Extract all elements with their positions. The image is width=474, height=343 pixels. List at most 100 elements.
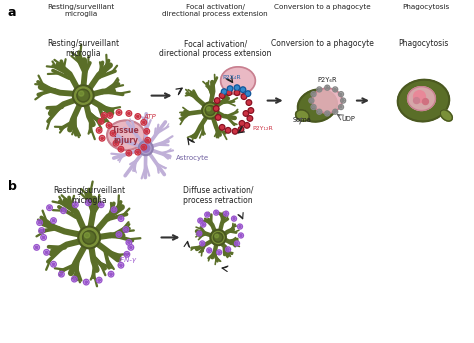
Ellipse shape: [408, 87, 436, 110]
Text: Soma: Soma: [292, 117, 311, 123]
Circle shape: [233, 217, 235, 220]
Circle shape: [101, 137, 103, 140]
Ellipse shape: [296, 110, 309, 121]
Circle shape: [42, 236, 45, 239]
Circle shape: [234, 130, 237, 133]
Circle shape: [246, 92, 249, 95]
Ellipse shape: [304, 108, 314, 115]
Circle shape: [112, 132, 114, 134]
Circle shape: [128, 241, 130, 244]
Circle shape: [247, 101, 250, 104]
Circle shape: [312, 106, 315, 108]
Circle shape: [201, 242, 203, 245]
Circle shape: [206, 214, 209, 216]
Ellipse shape: [312, 88, 342, 113]
Circle shape: [232, 129, 238, 134]
Circle shape: [202, 223, 204, 226]
Circle shape: [46, 251, 48, 253]
Circle shape: [139, 141, 153, 155]
Circle shape: [238, 127, 244, 132]
Circle shape: [137, 115, 139, 118]
Circle shape: [142, 144, 150, 152]
Circle shape: [73, 278, 75, 280]
Circle shape: [215, 234, 219, 238]
Circle shape: [236, 86, 238, 89]
Circle shape: [213, 106, 219, 111]
Circle shape: [221, 89, 227, 94]
Circle shape: [245, 112, 247, 115]
Text: Resting/surveillant
microglia: Resting/surveillant microglia: [47, 39, 119, 58]
Circle shape: [98, 279, 100, 281]
Circle shape: [227, 248, 229, 250]
Circle shape: [226, 90, 232, 95]
Text: UDP: UDP: [341, 116, 355, 122]
Circle shape: [137, 151, 139, 153]
Circle shape: [213, 233, 223, 242]
Circle shape: [241, 94, 247, 99]
Circle shape: [227, 86, 233, 92]
Circle shape: [342, 99, 344, 102]
Text: Conversion to a phagocyte: Conversion to a phagocyte: [271, 39, 374, 48]
Circle shape: [120, 217, 122, 220]
Text: Resting/surveillant
microglia: Resting/surveillant microglia: [48, 4, 115, 17]
Circle shape: [125, 228, 127, 231]
Circle shape: [108, 124, 110, 127]
Circle shape: [241, 88, 245, 91]
Circle shape: [120, 264, 122, 267]
Circle shape: [334, 88, 337, 91]
Circle shape: [198, 232, 201, 235]
Circle shape: [326, 86, 328, 89]
Circle shape: [225, 213, 227, 215]
Text: IFN-γ: IFN-γ: [119, 257, 137, 263]
Circle shape: [413, 98, 419, 104]
Circle shape: [74, 203, 77, 206]
Circle shape: [62, 210, 64, 212]
Text: Phagocytosis: Phagocytosis: [398, 39, 449, 48]
Text: Phagocytosis: Phagocytosis: [402, 4, 449, 10]
Circle shape: [220, 126, 224, 129]
Circle shape: [234, 90, 240, 95]
Circle shape: [239, 121, 245, 126]
Circle shape: [126, 253, 128, 256]
Circle shape: [87, 201, 90, 204]
Circle shape: [247, 116, 253, 121]
Circle shape: [216, 99, 219, 102]
Circle shape: [118, 111, 120, 114]
Circle shape: [334, 111, 337, 113]
Circle shape: [223, 90, 226, 93]
Text: Conversion to a phagocyte: Conversion to a phagocyte: [274, 4, 371, 10]
Text: P2X₄R: P2X₄R: [222, 75, 241, 80]
Text: Resting/surveillant
microglia: Resting/surveillant microglia: [53, 186, 125, 205]
Circle shape: [318, 88, 320, 91]
Circle shape: [239, 128, 243, 131]
Circle shape: [77, 90, 90, 102]
Text: a: a: [8, 7, 17, 19]
Circle shape: [208, 249, 210, 251]
Circle shape: [100, 203, 102, 206]
Circle shape: [40, 229, 43, 232]
Circle shape: [242, 95, 246, 98]
Circle shape: [146, 139, 149, 142]
Circle shape: [245, 91, 251, 96]
Text: Focal activation/
directional process extension: Focal activation/ directional process ex…: [159, 39, 272, 58]
Circle shape: [422, 98, 428, 105]
Circle shape: [110, 273, 112, 275]
Circle shape: [240, 87, 246, 93]
Circle shape: [199, 220, 201, 222]
Circle shape: [215, 212, 217, 214]
Circle shape: [118, 233, 120, 236]
Circle shape: [244, 122, 250, 128]
Circle shape: [234, 85, 240, 91]
Circle shape: [73, 85, 94, 106]
Circle shape: [60, 273, 63, 275]
Circle shape: [143, 146, 145, 149]
Circle shape: [52, 263, 55, 265]
Circle shape: [249, 109, 253, 112]
Circle shape: [312, 93, 315, 95]
Circle shape: [78, 226, 100, 248]
Text: b: b: [8, 180, 17, 193]
Circle shape: [218, 251, 220, 253]
Circle shape: [248, 117, 251, 120]
Circle shape: [128, 112, 130, 115]
Circle shape: [98, 129, 100, 132]
